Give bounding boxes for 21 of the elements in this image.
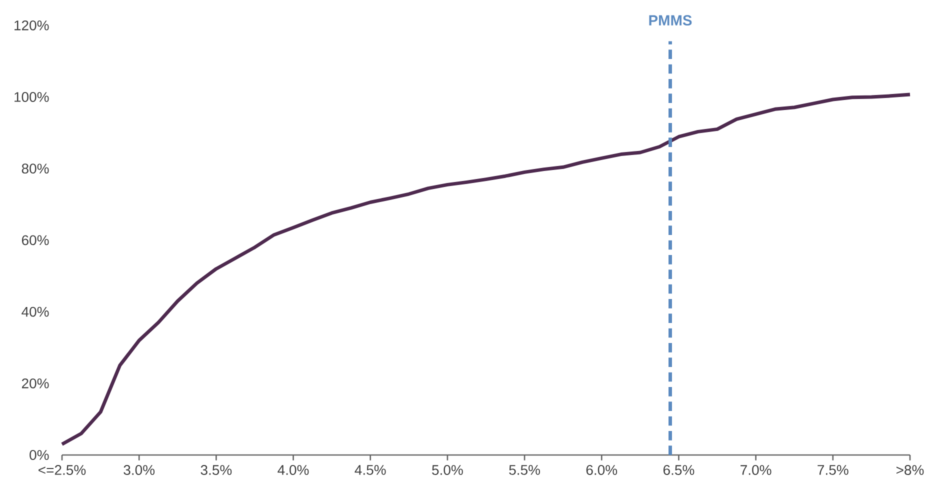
y-tick-label: 40% [22, 306, 49, 317]
x-tick-label: 4.0% [278, 465, 309, 475]
y-tick-label: 20% [22, 378, 49, 388]
ref-line-label: PMMS [649, 15, 692, 26]
x-tick-label: 6.0% [586, 465, 618, 475]
x-tick-label: 3.0% [124, 465, 155, 475]
x-tick-label: <=2.5% [38, 465, 86, 475]
x-tick-label: 6.5% [663, 465, 694, 475]
y-tick-label: 100% [14, 92, 49, 102]
x-tick-label: 4.5% [354, 465, 386, 475]
x-tick-label: 3.5% [200, 465, 232, 475]
x-tick-label: 7.5% [818, 465, 848, 475]
y-tick-label: 80% [22, 164, 49, 174]
x-tick-label: 5.5% [509, 465, 540, 475]
y-tick-label: 120% [14, 20, 49, 30]
y-tick-label: 0% [30, 450, 49, 460]
x-tick-label: >8% [896, 465, 924, 475]
x-tick-label: 7.0% [740, 465, 772, 475]
y-tick-label: 60% [22, 235, 49, 246]
line-series [60, 92, 912, 446]
x-tick-label: 5.0% [432, 465, 463, 475]
